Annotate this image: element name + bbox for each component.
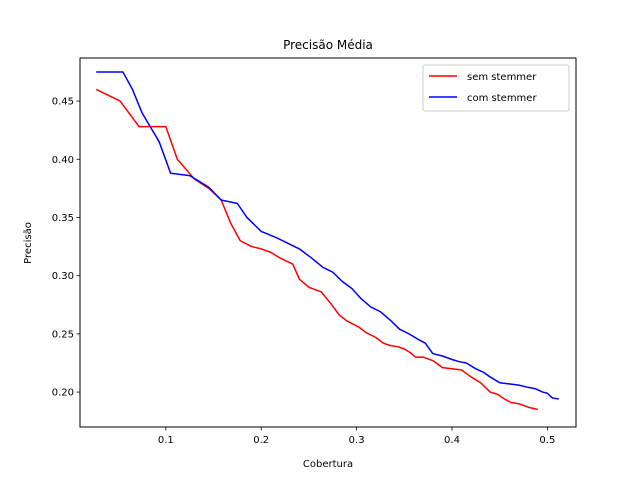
series-line-com-stemmer <box>96 71 559 400</box>
y-tick-label: 0.40 <box>52 155 74 166</box>
legend-label-com-stemmer: com stemmer <box>467 93 537 104</box>
y-tick-label: 0.35 <box>52 213 74 224</box>
x-axis-label: Cobertura <box>303 459 353 470</box>
y-tick-label: 0.30 <box>52 271 74 282</box>
y-tick-label: 0.45 <box>52 97 74 108</box>
y-axis-label: Precisão <box>23 222 34 264</box>
x-tick-label: 0.2 <box>253 435 269 446</box>
legend-box <box>422 64 570 112</box>
x-tick-label: 0.4 <box>444 435 460 446</box>
series-lines <box>95 71 559 411</box>
y-axis: 0.20 0.25 0.30 0.35 0.40 0.45 <box>52 97 80 399</box>
x-tick-label: 0.1 <box>158 435 174 446</box>
y-tick-label: 0.25 <box>52 329 74 340</box>
x-axis: 0.1 0.2 0.3 0.4 0.5 <box>158 427 555 446</box>
legend: sem stemmer com stemmer <box>422 64 570 112</box>
chart-title: Precisão Média <box>283 38 373 52</box>
x-tick-label: 0.3 <box>349 435 365 446</box>
legend-label-sem-stemmer: sem stemmer <box>467 72 537 83</box>
plot-area-frame <box>79 57 577 428</box>
y-tick-label: 0.20 <box>52 388 74 399</box>
x-tick-label: 0.5 <box>539 435 555 446</box>
